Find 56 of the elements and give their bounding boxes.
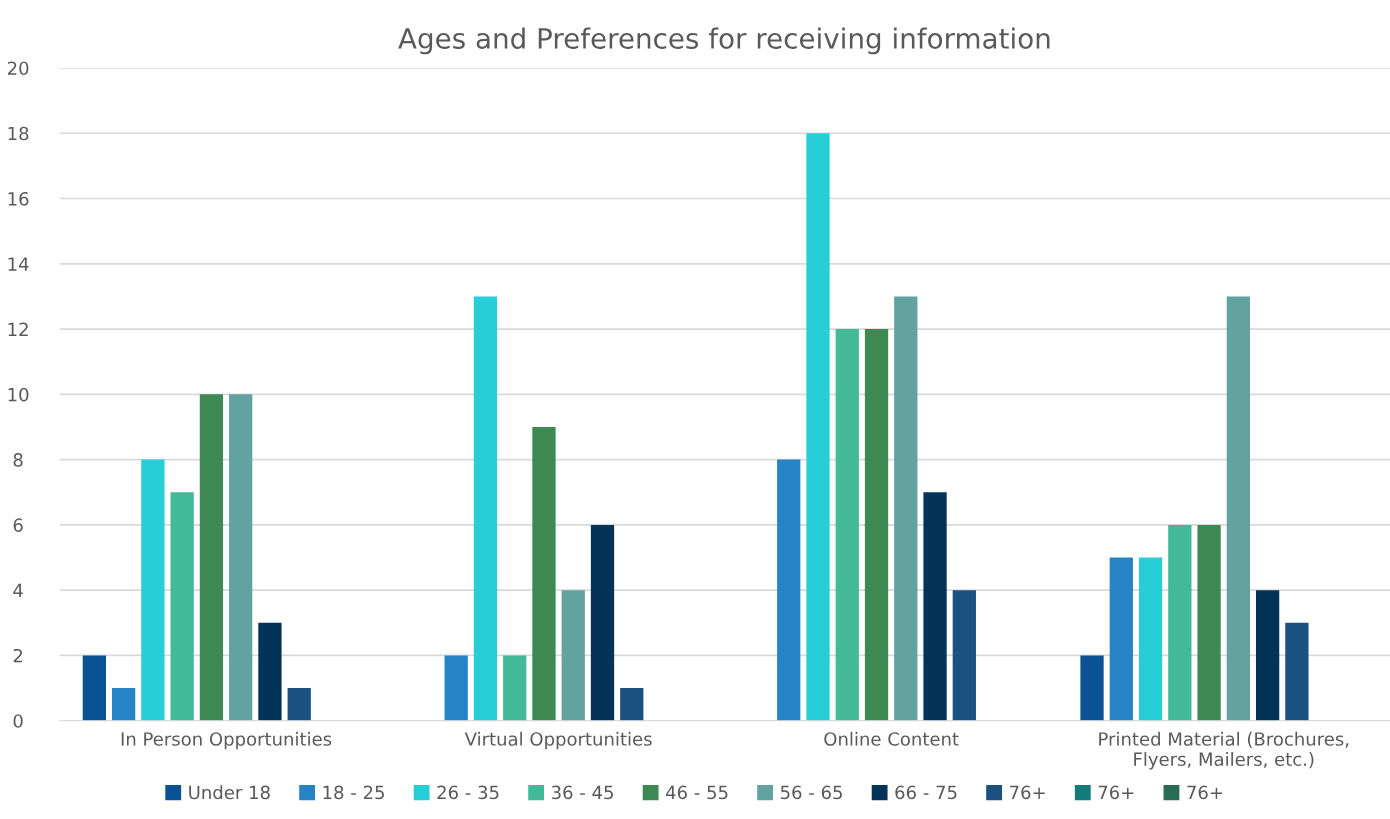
y-tick-label: 0	[13, 714, 23, 728]
bar	[141, 459, 165, 721]
bar	[503, 655, 527, 721]
bar	[561, 590, 585, 721]
bar	[835, 329, 859, 721]
legend-label: 36 - 45	[551, 785, 613, 800]
y-tick-label: 18	[8, 126, 29, 141]
bar	[864, 329, 889, 721]
bar	[1168, 524, 1192, 721]
bar	[1138, 557, 1163, 721]
legend-label: 18 - 25	[323, 785, 384, 800]
bar	[1197, 524, 1221, 721]
bar	[952, 590, 976, 721]
bar	[894, 296, 918, 721]
bar	[287, 688, 311, 721]
y-tick-label: 8	[13, 453, 23, 467]
bar	[82, 655, 106, 721]
bar	[1255, 590, 1280, 721]
x-tick-label: Printed Material (Brochures, Flyers, Mailers, etc.)	[1099, 731, 1349, 770]
y-tick-label: 20	[7, 61, 29, 76]
legend-label: 26 - 35	[437, 785, 499, 800]
y-tick-label: 16	[8, 191, 29, 206]
bar	[923, 492, 947, 721]
bar	[111, 688, 136, 721]
bar	[806, 133, 830, 721]
bar	[444, 655, 468, 721]
bar	[258, 622, 282, 721]
y-tick-label: 12	[8, 322, 28, 336]
bar	[229, 394, 253, 721]
legend-label: 56 - 65	[780, 785, 842, 800]
legend-label: 76+	[1010, 785, 1045, 800]
bar	[777, 459, 801, 721]
bar	[532, 426, 556, 721]
bar	[1109, 557, 1133, 721]
bar	[473, 296, 498, 721]
chart-title: Ages and Preferences for receiving information	[398, 27, 1050, 55]
bar	[1226, 296, 1250, 721]
legend-label: 76+	[1098, 785, 1134, 800]
bar	[170, 492, 194, 721]
legend-label: Under 18	[189, 785, 270, 800]
bar	[199, 394, 224, 721]
y-tick-label: 2	[13, 648, 23, 663]
x-tick-label: Virtual Opportunities	[464, 731, 652, 750]
bar	[620, 688, 644, 721]
y-tick-label: 10	[8, 387, 29, 402]
y-tick-label: 6	[13, 518, 23, 533]
bar	[1285, 622, 1309, 721]
x-tick-label: Online Content	[824, 731, 959, 746]
y-tick-label: 4	[13, 583, 23, 598]
bar	[590, 524, 615, 721]
y-tick-label: 14	[8, 257, 29, 271]
x-tick-label: In Person Opportunities	[121, 731, 332, 750]
bar	[1080, 655, 1104, 721]
legend-label: 76+	[1187, 785, 1223, 800]
legend-label: 66 - 75	[895, 785, 957, 800]
legend-label: 46 - 55	[665, 785, 728, 800]
